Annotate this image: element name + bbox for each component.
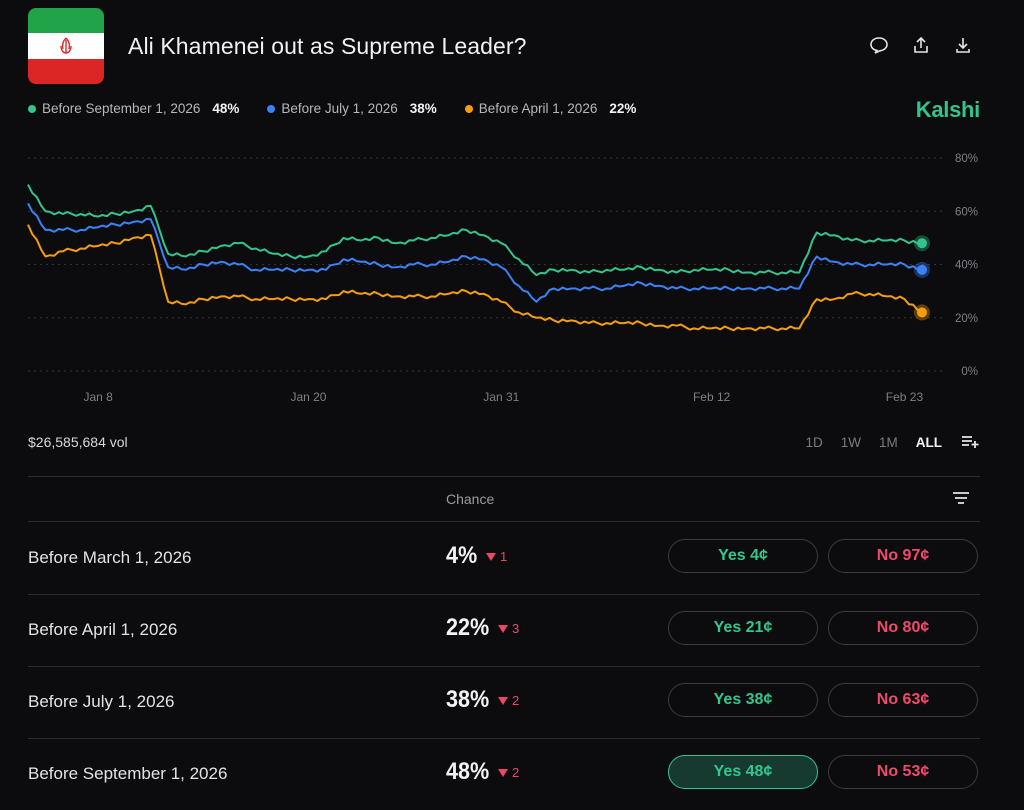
iran-flag-icon bbox=[28, 8, 104, 84]
yes-button[interactable]: Yes 21¢ bbox=[668, 611, 818, 645]
divider bbox=[28, 476, 980, 477]
legend-item[interactable]: Before July 1, 2026 38% bbox=[267, 101, 437, 116]
range-selector: 1D 1W 1M ALL bbox=[805, 433, 980, 452]
change-indicator: 2 bbox=[498, 693, 519, 708]
series-end-point[interactable] bbox=[917, 238, 927, 249]
chance-value: 22% bbox=[446, 614, 490, 641]
range-1m-button[interactable]: 1M bbox=[878, 435, 898, 450]
share-icon[interactable] bbox=[910, 34, 932, 56]
x-tick-label: Jan 8 bbox=[83, 390, 113, 404]
chance-column-header: Chance bbox=[446, 491, 495, 507]
y-tick-label: 40% bbox=[955, 260, 978, 272]
outcome-row: Before July 1, 2026 38% 2 Yes 38¢ No 63¢ bbox=[28, 666, 980, 738]
down-arrow-icon bbox=[498, 696, 508, 705]
divider bbox=[28, 738, 980, 739]
volume-label: $26,585,684 vol bbox=[28, 434, 128, 450]
page-title: Ali Khamenei out as Supreme Leader? bbox=[128, 33, 527, 59]
add-series-icon[interactable] bbox=[960, 433, 980, 452]
range-1d-button[interactable]: 1D bbox=[805, 435, 823, 450]
chance-value: 48% bbox=[446, 758, 490, 785]
no-button[interactable]: No 63¢ bbox=[828, 683, 978, 717]
price-chart[interactable]: 80% 60% 40% 20% 0% Jan 8 Jan 20 Jan 31 Feb 12 Feb… bbox=[0, 140, 1024, 412]
sort-icon[interactable] bbox=[952, 491, 970, 510]
yes-button[interactable]: Yes 4¢ bbox=[668, 539, 818, 573]
outcome-row: Before April 1, 2026 22% 3 Yes 21¢ No 80… bbox=[28, 594, 980, 666]
legend-dot-icon bbox=[267, 104, 276, 113]
chart-legend: Before September 1, 2026 48% Before July … bbox=[28, 101, 636, 116]
y-tick-label: 0% bbox=[961, 366, 978, 378]
no-button[interactable]: No 97¢ bbox=[828, 539, 978, 573]
no-button[interactable]: No 80¢ bbox=[828, 611, 978, 645]
outcome-row: Before September 1, 2026 48% 2 Yes 48¢ N… bbox=[28, 738, 980, 810]
legend-item[interactable]: Before September 1, 2026 48% bbox=[28, 101, 239, 116]
range-all-button[interactable]: ALL bbox=[915, 435, 942, 450]
down-arrow-icon bbox=[498, 624, 508, 633]
series-end-point[interactable] bbox=[917, 264, 927, 275]
change-indicator: 2 bbox=[498, 765, 519, 780]
outcome-label: Before September 1, 2026 bbox=[28, 764, 228, 783]
chance-value: 38% bbox=[446, 686, 490, 713]
outcome-label: Before July 1, 2026 bbox=[28, 692, 175, 711]
x-tick-label: Jan 31 bbox=[483, 390, 519, 404]
outcome-row: Before March 1, 2026 4% 1 Yes 4¢ No 97¢ bbox=[28, 522, 980, 594]
market-header: Ali Khamenei out as Supreme Leader? bbox=[0, 0, 1024, 92]
y-tick-label: 20% bbox=[955, 313, 978, 325]
series-line bbox=[27, 184, 923, 277]
chance-value: 4% bbox=[446, 542, 478, 569]
comment-icon[interactable] bbox=[868, 34, 890, 56]
outcome-label: Before April 1, 2026 bbox=[28, 620, 178, 639]
divider bbox=[28, 666, 980, 667]
y-tick-label: 80% bbox=[955, 153, 978, 165]
change-indicator: 3 bbox=[498, 621, 519, 636]
divider bbox=[28, 521, 980, 522]
outcome-label: Before March 1, 2026 bbox=[28, 548, 192, 567]
legend-item[interactable]: Before April 1, 2026 22% bbox=[464, 101, 636, 116]
x-tick-label: Feb 23 bbox=[886, 390, 924, 404]
y-tick-label: 60% bbox=[955, 206, 978, 218]
range-1w-button[interactable]: 1W bbox=[840, 435, 861, 450]
x-tick-label: Feb 12 bbox=[693, 390, 731, 404]
divider bbox=[28, 594, 980, 595]
series-line bbox=[27, 224, 923, 332]
x-tick-label: Jan 20 bbox=[290, 390, 326, 404]
series-end-point[interactable] bbox=[917, 307, 927, 318]
brand-logo: Kalshi bbox=[915, 97, 981, 122]
no-button[interactable]: No 53¢ bbox=[828, 755, 978, 789]
down-arrow-icon bbox=[498, 768, 508, 777]
yes-button[interactable]: Yes 48¢ bbox=[668, 755, 818, 789]
legend-dot-icon bbox=[464, 104, 473, 113]
down-arrow-icon bbox=[486, 552, 496, 561]
yes-button[interactable]: Yes 38¢ bbox=[668, 683, 818, 717]
legend-dot-icon bbox=[28, 104, 36, 113]
download-icon[interactable] bbox=[952, 34, 974, 56]
series-line bbox=[27, 202, 923, 303]
change-indicator: 1 bbox=[486, 549, 507, 564]
